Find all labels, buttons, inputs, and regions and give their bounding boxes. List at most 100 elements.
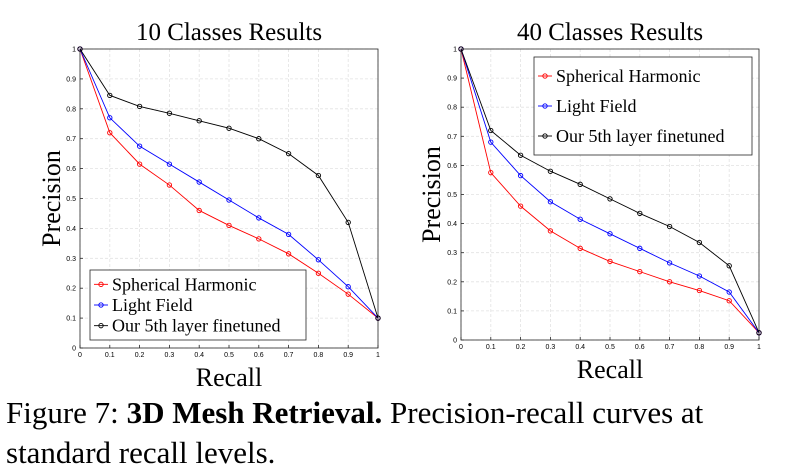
- chart-title: 10 Classes Results: [136, 19, 322, 46]
- data-point: [285, 150, 292, 157]
- legend-swatch-marker: [98, 281, 104, 287]
- data-point: [315, 257, 322, 263]
- data-point: [226, 222, 232, 229]
- data-point: [166, 182, 173, 188]
- data-point: [196, 179, 202, 185]
- y-tick-label: 0.3: [66, 256, 76, 263]
- y-tick-label: 0.9: [447, 76, 457, 83]
- data-point: [136, 143, 143, 149]
- x-tick-label: 0.3: [546, 344, 556, 351]
- x-tick-label: 1: [757, 344, 761, 351]
- x-tick-label: 0.8: [695, 344, 705, 351]
- data-point: [196, 207, 202, 214]
- data-point: [666, 223, 673, 230]
- data-point: [547, 199, 554, 205]
- caption-title: 3D Mesh Retrieval.: [126, 395, 383, 430]
- data-point: [637, 245, 643, 251]
- legend-box: [533, 56, 753, 156]
- x-tick-label: 0.3: [165, 352, 175, 359]
- legend-swatch-marker: [542, 133, 548, 139]
- series-line: [79, 48, 379, 319]
- legend-label: Our 5th layer finetuned: [556, 126, 724, 146]
- y-tick-label: 0.1: [66, 316, 76, 323]
- y-tick-label: 0: [72, 346, 76, 353]
- data-point: [77, 46, 83, 52]
- x-tick-label: 0.6: [254, 352, 264, 359]
- series-3: [458, 46, 762, 336]
- chart-2: 40 Classes Results 0 0.1 0.2 0.3 0.4 0.5 0.6 0.7…: [417, 19, 762, 384]
- data-point: [488, 139, 494, 145]
- legend-box: [89, 269, 307, 341]
- data-point: [256, 136, 262, 142]
- x-tick-label: 0: [459, 344, 463, 351]
- data-point: [726, 298, 732, 304]
- y-tick-label: 0.4: [447, 221, 457, 228]
- caption-text: Precision-recall curves at standard reca…: [6, 395, 704, 470]
- legend-swatch-marker: [542, 103, 548, 109]
- x-tick-label: 0.9: [343, 352, 353, 359]
- y-tick-label: 0.6: [66, 166, 76, 173]
- data-point: [488, 170, 494, 176]
- data-point: [607, 231, 613, 237]
- legend-swatch-marker: [542, 73, 548, 79]
- data-point: [547, 228, 554, 234]
- x-tick-label: 1: [376, 352, 380, 359]
- data-point: [166, 161, 173, 167]
- y-tick-label: 0.2: [66, 286, 76, 293]
- data-point: [547, 168, 554, 174]
- data-point: [517, 203, 524, 209]
- data-point: [607, 258, 613, 265]
- data-point: [666, 279, 673, 285]
- series-line: [460, 48, 760, 333]
- data-point: [607, 196, 613, 202]
- x-axis-label: Recall: [196, 363, 262, 392]
- x-tick-label: 0.4: [194, 352, 204, 359]
- x-tick-label: 0.7: [284, 352, 294, 359]
- data-point: [107, 115, 113, 121]
- y-tick-label: 0.8: [66, 106, 76, 113]
- data-point: [375, 315, 381, 321]
- data-point: [458, 46, 464, 52]
- x-tick-label: 0.2: [516, 344, 526, 351]
- x-tick-label: 0.5: [224, 352, 234, 359]
- data-point: [315, 270, 322, 276]
- legend-label: Light Field: [112, 295, 193, 315]
- y-tick-label: 1: [453, 47, 457, 54]
- x-axis-label: Recall: [577, 355, 643, 384]
- data-point: [107, 130, 113, 136]
- data-point: [256, 236, 262, 242]
- x-tick-label: 0.2: [135, 352, 145, 359]
- y-tick-label: 0.5: [66, 196, 76, 203]
- data-point: [577, 216, 583, 222]
- data-point: [637, 210, 643, 217]
- y-axis-label: Precision: [417, 146, 446, 243]
- y-axis-label: Precision: [37, 150, 66, 247]
- y-tick-label: 1: [72, 47, 76, 54]
- data-point: [226, 125, 232, 131]
- series-line: [79, 48, 379, 319]
- figure-canvas: 10 Classes Results 0 0.1 0.2 0.3 0.4 0.5 0.6 0.7…: [37, 19, 762, 392]
- data-point: [285, 251, 292, 257]
- series-line: [79, 48, 379, 319]
- y-tick-label: 0.8: [447, 105, 457, 112]
- data-point: [488, 127, 494, 134]
- data-point: [345, 219, 351, 226]
- data-point: [696, 287, 703, 294]
- data-point: [226, 197, 232, 203]
- legend-label: Spherical Harmonic: [556, 66, 700, 86]
- data-point: [577, 181, 583, 187]
- data-point: [196, 118, 202, 124]
- legend-label: Our 5th layer finetuned: [112, 316, 280, 336]
- data-point: [726, 289, 732, 295]
- figure-caption: Figure 7: 3D Mesh Retrieval. Precision-r…: [6, 393, 802, 473]
- x-tick-label: 0.6: [635, 344, 645, 351]
- y-tick-label: 0.6: [447, 163, 457, 170]
- y-tick-label: 0: [453, 338, 457, 345]
- data-point: [637, 268, 643, 275]
- data-point: [756, 330, 762, 336]
- data-point: [517, 152, 524, 158]
- data-point: [256, 215, 262, 221]
- x-tick-label: 0.7: [665, 344, 675, 351]
